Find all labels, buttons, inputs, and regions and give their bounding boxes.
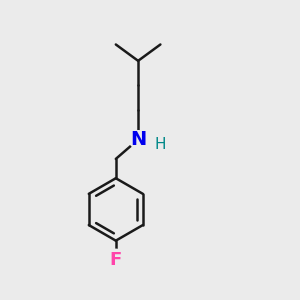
Text: H: H: [155, 137, 166, 152]
Text: F: F: [110, 251, 122, 269]
Circle shape: [129, 131, 147, 148]
Text: N: N: [130, 130, 146, 149]
Circle shape: [108, 249, 124, 265]
